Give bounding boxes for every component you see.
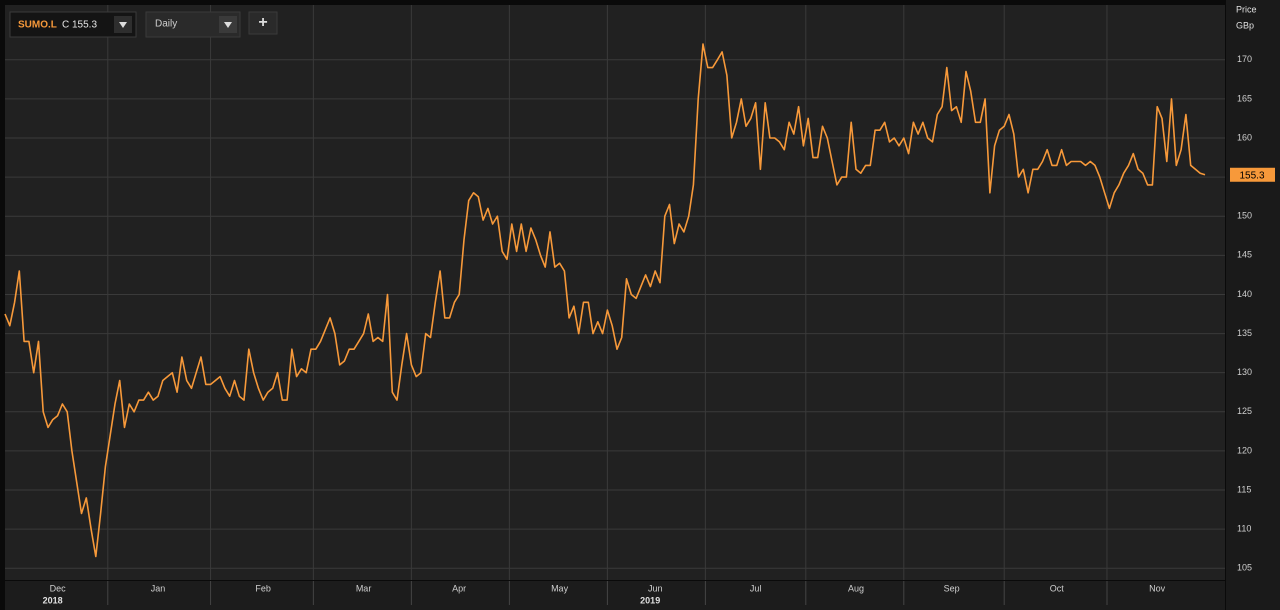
x-tick-label: Jul (750, 583, 762, 593)
x-tick-label: Sep (944, 583, 960, 593)
x-tick-label: Aug (848, 583, 864, 593)
y-tick-label: 120 (1237, 445, 1252, 455)
x-tick-label: Jan (151, 583, 166, 593)
grid (5, 5, 1225, 605)
x-tick-label: Dec (50, 583, 67, 593)
x-tick-label: Apr (452, 583, 466, 593)
x-tick-label: Nov (1149, 583, 1166, 593)
y-tick-label: 165 (1237, 93, 1252, 103)
y-tick-label: 150 (1237, 211, 1252, 221)
x-tick-label: Mar (356, 583, 372, 593)
quote: C 155.3 (62, 20, 97, 31)
x-year-label: 2018 (43, 595, 63, 605)
x-tick-label: Oct (1050, 583, 1065, 593)
symbol: SUMO.L (18, 20, 57, 31)
toolbar: SUMO.L C 155.3 Daily + (9, 11, 278, 38)
x-tick-label: Feb (255, 583, 271, 593)
last-value-tag (1230, 167, 1275, 182)
y-tick-label: 130 (1237, 367, 1252, 377)
x-axis-band (5, 581, 1225, 610)
y-axis-label: Price (1236, 4, 1257, 14)
dropdown-arrow (224, 22, 232, 28)
y-tick-label: 140 (1237, 289, 1252, 299)
y-tick-label: 170 (1237, 54, 1252, 64)
y-tick-label: 115 (1237, 484, 1251, 494)
y-tick-label: 145 (1237, 250, 1252, 260)
dropdown-arrow (119, 22, 127, 28)
last-value-label: 155.3 (1239, 170, 1264, 181)
plot-area (5, 5, 1225, 580)
x-tick-label: Jun (648, 583, 663, 593)
add-button[interactable] (248, 11, 278, 35)
marks (4, 43, 1206, 558)
x-tick-label: May (551, 583, 569, 593)
y-tick-label: 135 (1237, 328, 1252, 338)
price-line (4, 43, 1206, 558)
x-year-label: 2019 (640, 595, 660, 605)
y-tick-label: 105 (1237, 563, 1252, 573)
y-axis-unit: GBp (1236, 20, 1254, 30)
y-tick-label: 160 (1237, 132, 1252, 142)
y-tick-label: 110 (1237, 524, 1251, 534)
add-label: + (258, 14, 267, 31)
interval: Daily (155, 19, 177, 30)
y-axis-band (1226, 0, 1280, 610)
y-tick-label: 125 (1237, 406, 1252, 416)
